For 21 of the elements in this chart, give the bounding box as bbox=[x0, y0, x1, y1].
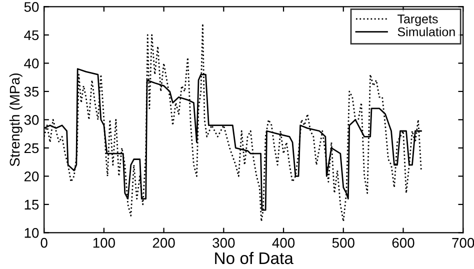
x-axis-title: No of Data bbox=[215, 252, 294, 264]
x-tick-label: 100 bbox=[93, 238, 115, 248]
y-tick-label: 35 bbox=[24, 86, 39, 97]
legend-label: Simulation bbox=[398, 27, 455, 36]
x-tick-label: 500 bbox=[332, 238, 354, 248]
y-tick-label: 20 bbox=[24, 172, 39, 182]
y-tick-label: 40 bbox=[24, 58, 39, 68]
y-tick-label: 10 bbox=[24, 228, 39, 238]
y-tick-label: 45 bbox=[24, 30, 39, 40]
x-tick-label: 400 bbox=[272, 238, 295, 248]
x-tick-label: 200 bbox=[152, 238, 175, 248]
x-tick-label: 600 bbox=[392, 238, 414, 248]
x-tick-label: 300 bbox=[212, 238, 235, 248]
y-axis-title: Strength (MPa) bbox=[9, 73, 22, 166]
x-tick-label: 0 bbox=[40, 238, 48, 248]
y-tick-label: 15 bbox=[24, 200, 39, 210]
legend-label: Targets bbox=[398, 14, 438, 26]
y-tick-label: 25 bbox=[24, 143, 39, 154]
y-tick-label: 50 bbox=[24, 2, 39, 12]
x-tick-label: 700 bbox=[452, 238, 474, 248]
y-tick-label: 30 bbox=[24, 115, 39, 125]
